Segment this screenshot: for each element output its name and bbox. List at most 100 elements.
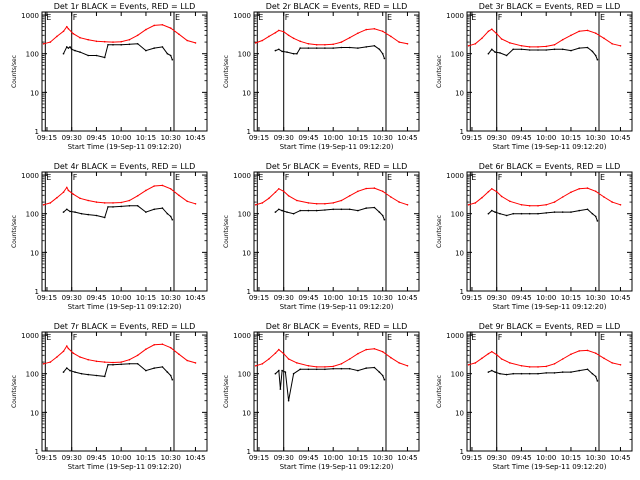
x-axis-label: Start Time (19-Sep-11 09:12:20) (68, 143, 182, 151)
x-tick-label: 09:30 (62, 134, 82, 142)
y-tick-label: 1000 (233, 332, 251, 340)
data-point-lld (42, 43, 45, 45)
data-point-lld (561, 38, 564, 41)
data-point-events (74, 49, 76, 52)
marker-label: F (498, 13, 503, 22)
y-axis-label: Counts/sec (436, 215, 443, 248)
data-point-lld (487, 190, 490, 193)
data-point-lld (491, 350, 493, 353)
data-point-lld (112, 361, 114, 364)
data-point-lld (491, 188, 493, 190)
data-point-lld (268, 358, 270, 360)
data-point-events (381, 374, 384, 377)
data-point-events (87, 54, 89, 57)
data-point-events (169, 215, 172, 218)
x-axis-label: Start Time (19-Sep-11 09:12:20) (493, 463, 607, 471)
x-tick-label: 10:30 (373, 134, 393, 142)
data-point-lld (553, 363, 556, 365)
data-point-events (561, 371, 564, 373)
data-point-events (128, 363, 131, 365)
data-point-events (296, 52, 298, 55)
data-point-events (381, 214, 384, 217)
data-point-lld (332, 202, 335, 204)
data-point-events (578, 369, 580, 372)
y-tick-label: 100 (26, 211, 39, 219)
data-point-events (136, 205, 139, 207)
y-tick-label: 10 (242, 409, 251, 417)
x-tick-label: 10:00 (536, 294, 556, 302)
series-line-lld (255, 348, 408, 368)
data-point-lld (56, 196, 58, 199)
data-point-events (166, 212, 169, 215)
series-line-lld (468, 28, 621, 48)
data-point-lld (186, 200, 188, 203)
data-point-events (487, 212, 490, 215)
x-tick-label: 09:30 (487, 294, 507, 302)
data-point-lld (570, 191, 572, 193)
data-point-lld (467, 204, 470, 206)
panel-title: Det 7r BLACK = Events, RED = LLD (54, 322, 196, 331)
data-point-lld (66, 25, 68, 28)
data-point-lld (381, 350, 384, 353)
data-point-events (357, 369, 359, 372)
data-point-events (315, 368, 318, 371)
data-point-events (87, 213, 89, 216)
marker-label: E (46, 333, 51, 342)
x-tick-label: 10:30 (161, 454, 181, 462)
data-point-events (520, 372, 523, 375)
x-tick-label: 09:45 (511, 454, 531, 462)
data-point-lld (95, 40, 98, 43)
x-tick-label: 10:45 (610, 134, 630, 142)
data-point-events (381, 52, 384, 55)
data-point-events (596, 220, 599, 222)
y-tick-label: 1 (460, 128, 464, 136)
data-point-events (67, 47, 70, 49)
data-point-events (120, 363, 122, 366)
y-tick-label: 1000 (446, 172, 464, 180)
data-point-lld (381, 190, 384, 193)
data-point-lld (594, 352, 597, 355)
data-point-lld (520, 204, 523, 206)
x-tick-label: 10:45 (397, 134, 417, 142)
data-point-lld (340, 363, 343, 365)
plot-frame (466, 171, 633, 292)
data-point-events (145, 211, 147, 213)
data-point-events (491, 48, 493, 51)
data-point-events (80, 212, 83, 215)
data-point-events (373, 45, 376, 47)
data-point-lld (194, 42, 197, 44)
data-point-events (292, 372, 295, 375)
data-point-lld (145, 28, 147, 31)
data-point-lld (611, 362, 613, 364)
data-point-events (171, 218, 174, 221)
y-tick-label: 100 (238, 371, 251, 379)
data-point-lld (528, 205, 531, 207)
marker-label: E (387, 333, 392, 342)
data-point-events (553, 211, 556, 213)
data-point-events (512, 48, 514, 51)
data-point-lld (545, 45, 547, 48)
y-tick-label: 1000 (233, 172, 251, 180)
data-point-events (292, 52, 295, 55)
x-tick-label: 09:45 (511, 134, 531, 142)
data-point-lld (545, 365, 547, 368)
series-line-lld (255, 28, 408, 46)
data-point-lld (578, 30, 580, 33)
data-point-lld (340, 41, 343, 43)
data-point-events (286, 211, 288, 213)
panel-title: Det 3r BLACK = Events, RED = LLD (479, 2, 621, 11)
x-tick-label: 10:30 (373, 294, 393, 302)
data-point-lld (95, 360, 98, 363)
x-tick-label: 10:00 (111, 134, 131, 142)
data-point-lld (178, 353, 180, 356)
series-line-events (488, 46, 598, 60)
data-point-events (578, 47, 580, 49)
x-tick-label: 09:15 (249, 454, 269, 462)
x-tick-label: 10:30 (161, 134, 181, 142)
data-point-lld (42, 204, 45, 206)
data-point-lld (619, 364, 622, 366)
y-axis-label: Counts/sec (436, 375, 443, 408)
data-point-events (494, 371, 496, 373)
data-point-lld (365, 187, 368, 190)
data-point-lld (509, 42, 511, 44)
